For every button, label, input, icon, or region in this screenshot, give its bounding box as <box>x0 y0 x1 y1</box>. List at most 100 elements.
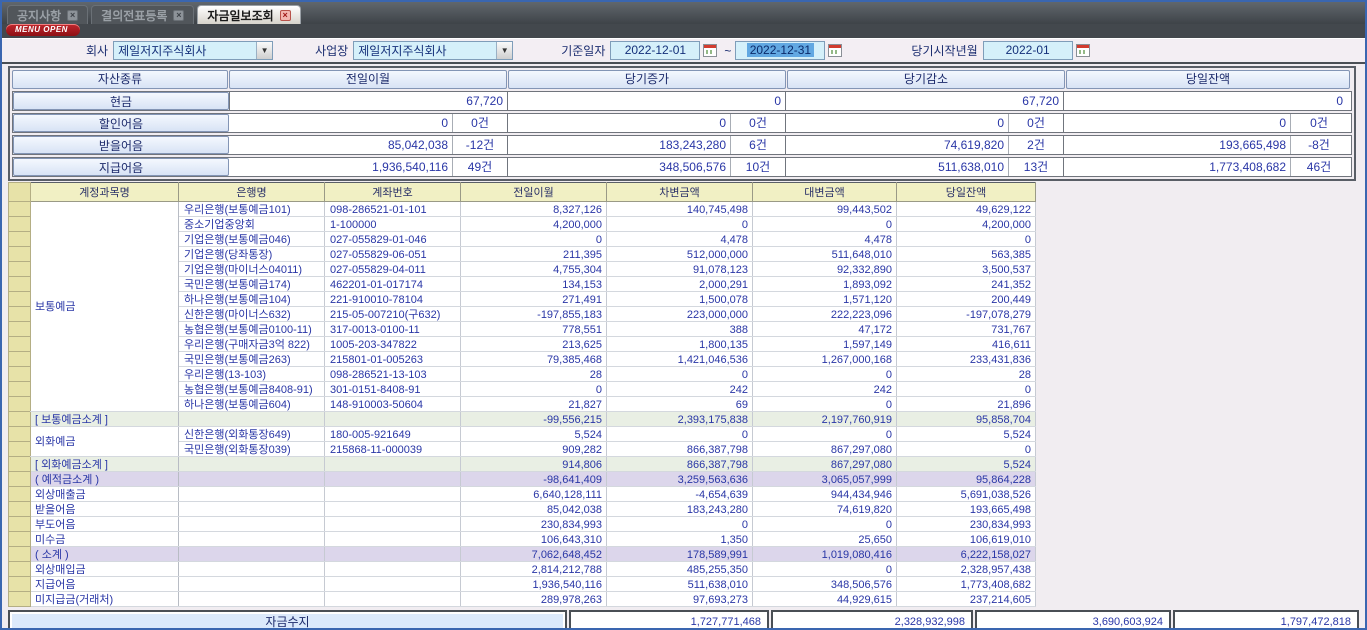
debit-amount-cell: 97,693,273 <box>606 591 753 607</box>
table-row[interactable]: 국민은행(보통예금174) 462201-01-017174 134,153 2,00… <box>8 276 1036 292</box>
row-selector-cell[interactable] <box>8 291 31 307</box>
credit-amount-cell: 92,332,890 <box>752 261 897 277</box>
row-selector-cell[interactable] <box>8 501 31 517</box>
calendar-icon[interactable] <box>828 44 843 57</box>
table-row[interactable]: 하나은행(보통예금104) 221-910010-78104 271,491 1,50… <box>8 291 1036 307</box>
table-row[interactable]: 기업은행(보통예금046) 027-055829-01-046 0 4,478 4,47… <box>8 231 1036 247</box>
table-row[interactable]: 외화예금 신한은행(외화통장649) 180-005-921649 5,524 0 0 5,… <box>8 426 1036 457</box>
row-selector-cell[interactable] <box>8 486 31 502</box>
table-row[interactable]: 농협은행(보통예금0100-11) 317-0013-0100-11 778,551… <box>8 321 1036 337</box>
chevron-down-icon[interactable]: ▼ <box>256 42 273 59</box>
table-row[interactable]: 지급어음 1,936,540,116 511,638,010 348,506,576 1… <box>8 576 1036 592</box>
row-selector-cell[interactable] <box>8 276 31 292</box>
row-selector-cell[interactable] <box>8 366 31 382</box>
summary-amount: 85,042,038 <box>387 138 448 152</box>
period-start-input[interactable]: 2022-01 <box>982 41 1073 60</box>
prev-carryover-cell: 909,282 <box>460 441 607 457</box>
base-date-from-input[interactable]: 2022-12-01 <box>610 41 701 60</box>
row-selector-cell[interactable] <box>8 531 31 547</box>
row-selector-cell[interactable] <box>8 351 31 367</box>
row-selector-cell[interactable] <box>8 546 31 562</box>
row-selector-cell[interactable] <box>8 516 31 532</box>
row-selector-cell[interactable] <box>8 261 31 277</box>
summary-row-label[interactable]: 받을어음 <box>13 136 229 154</box>
table-row[interactable]: [ 외화예금소계 ] 914,806 866,387,798 867,297,080 5… <box>8 456 1036 472</box>
row-selector-cell[interactable] <box>8 246 31 262</box>
row-selector-cell[interactable] <box>8 381 31 397</box>
table-row[interactable]: ( 소계 ) 7,062,648,452 178,589,991 1,019,080,… <box>8 546 1036 562</box>
table-row[interactable]: 받을어음 85,042,038 183,243,280 74,619,820 193,6… <box>8 501 1036 517</box>
table-row[interactable]: 외상매입금 2,814,212,788 485,255,350 0 2,328,957,… <box>8 561 1036 577</box>
tab-voucher-entry[interactable]: 결의전표등록 × <box>91 5 195 24</box>
row-selector-cell[interactable] <box>8 471 31 487</box>
row-selector-cell[interactable] <box>8 321 31 337</box>
table-row[interactable]: 하나은행(보통예금604) 148-910003-50604 21,827 69 0 21… <box>8 396 1036 412</box>
summary-row-label[interactable]: 현금 <box>13 92 229 110</box>
account-name-cell: 외상매출금 <box>30 486 179 502</box>
calendar-icon[interactable] <box>1075 44 1090 57</box>
base-date-to-input[interactable]: 2022-12-31 <box>735 41 826 60</box>
row-selector-cell[interactable] <box>8 336 31 352</box>
debit-amount-cell: 1,800,135 <box>606 336 753 352</box>
col-debit-amount: 차변금액 <box>606 182 753 202</box>
calendar-icon[interactable] <box>703 44 718 57</box>
row-selector-cell[interactable] <box>8 576 31 592</box>
close-icon[interactable]: × <box>279 9 291 21</box>
table-row[interactable]: 외상매출금 6,640,128,111 -4,654,639 944,434,946 5… <box>8 486 1036 502</box>
summary-count: -12건 <box>452 136 507 154</box>
summary-header-period-increase: 당기증가 <box>508 70 786 89</box>
chevron-down-icon[interactable]: ▼ <box>496 42 513 59</box>
summary-amount: 0 <box>1063 92 1347 110</box>
account-name-cell: 미지급금(거래처) <box>30 591 179 607</box>
table-row[interactable]: 국민은행(보통예금263) 215801-01-005263 79,385,468 1… <box>8 351 1036 367</box>
debit-amount-cell: 866,387,798 <box>606 441 753 457</box>
table-row[interactable]: 미수금 106,643,310 1,350 25,650 106,619,010 <box>8 531 1036 547</box>
summary-count: 0건 <box>730 114 785 132</box>
close-icon[interactable]: × <box>67 9 79 21</box>
menu-open-button[interactable]: MENU OPEN <box>6 24 80 36</box>
credit-amount-cell: 0 <box>752 516 897 532</box>
bank-name-cell: 하나은행(보통예금104) <box>178 291 325 307</box>
row-selector-cell[interactable] <box>8 561 31 577</box>
row-selector-cell[interactable] <box>8 411 31 427</box>
prev-carryover-cell: 21,827 <box>460 396 607 412</box>
table-row[interactable]: 기업은행(마이너스04011) 027-055829-04-011 4,755,30… <box>8 261 1036 277</box>
summary-amount: 0 <box>1063 114 1290 132</box>
row-selector-cell[interactable] <box>8 201 31 217</box>
table-row[interactable]: 농협은행(보통예금8408-91) 301-0151-8408-91 0 242 242… <box>8 381 1036 397</box>
table-row[interactable]: 보통예금 우리은행(보통예금101) 098-286521-01-101 8,327,… <box>8 201 1036 412</box>
table-row[interactable]: [ 보통예금소계 ] -99,556,215 2,393,175,838 2,197,… <box>8 411 1036 427</box>
row-selector-cell[interactable] <box>8 231 31 247</box>
row-selector-cell[interactable] <box>8 216 31 232</box>
table-row[interactable]: 부도어음 230,834,993 0 0 230,834,993 <box>8 516 1036 532</box>
table-row[interactable]: 우리은행(구매자금3억 822) 1005-203-347822 213,625 1,… <box>8 336 1036 352</box>
tab-fund-daily-report[interactable]: 자금일보조회 × <box>197 5 301 24</box>
prev-carryover-cell: 230,834,993 <box>460 516 607 532</box>
today-balance-cell: 193,665,498 <box>896 501 1036 517</box>
company-select[interactable]: 제일저지주식회사 ▼ <box>113 41 274 60</box>
row-selector-cell[interactable] <box>8 426 31 442</box>
today-balance-cell: 2,328,957,438 <box>896 561 1036 577</box>
bank-name-cell <box>178 411 325 427</box>
table-row[interactable]: 국민은행(외화통장039) 215868-11-000039 909,282 866,… <box>8 441 1036 457</box>
table-row[interactable]: 신한은행(마이너스632) 215-05-007210(구632) -197,855… <box>8 306 1036 322</box>
table-row[interactable]: 기업은행(당좌통장) 027-055829-06-051 211,395 512,00… <box>8 246 1036 262</box>
row-selector-cell[interactable] <box>8 441 31 457</box>
site-select[interactable]: 제일저지주식회사 ▼ <box>353 41 514 60</box>
row-selector-cell[interactable] <box>8 306 31 322</box>
account-name-cell: 부도어음 <box>30 516 179 532</box>
row-selector-cell[interactable] <box>8 591 31 607</box>
summary-count: 10건 <box>730 158 785 176</box>
tab-notice[interactable]: 공지사항 × <box>7 5 89 24</box>
close-icon[interactable]: × <box>173 9 185 21</box>
summary-row-label[interactable]: 할인어음 <box>13 114 229 132</box>
table-row[interactable]: ( 예적금소계 ) -98,641,409 3,259,563,636 3,065,0… <box>8 471 1036 487</box>
account-name-cell: [ 보통예금소계 ] <box>30 411 179 427</box>
table-row[interactable]: 우리은행(13-103) 098-286521-13-103 28 0 0 28 <box>8 366 1036 382</box>
table-row[interactable]: 미지급금(거래처) 289,978,263 97,693,273 44,929,615… <box>8 591 1036 607</box>
row-selector-cell[interactable] <box>8 396 31 412</box>
row-selector-cell[interactable] <box>8 456 31 472</box>
account-number-cell: 180-005-921649 <box>324 426 461 442</box>
summary-row-label[interactable]: 지급어음 <box>13 158 229 176</box>
table-row[interactable]: 중소기업중앙회 1-100000 4,200,000 0 0 4,200,000 <box>8 216 1036 232</box>
